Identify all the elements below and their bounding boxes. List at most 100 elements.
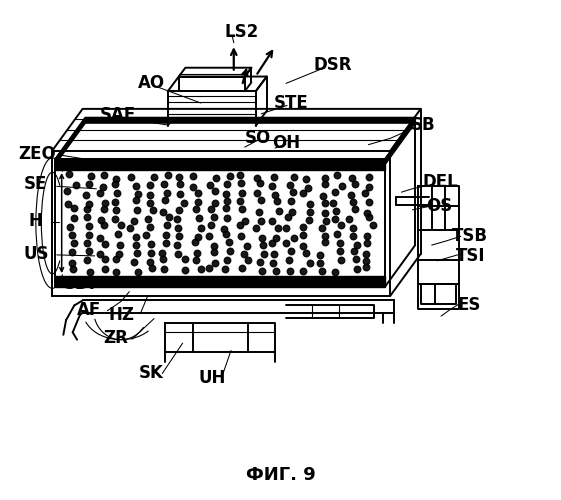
Point <box>209 213 218 221</box>
Point <box>65 223 74 231</box>
Point <box>194 189 203 197</box>
Point <box>242 242 251 250</box>
Point <box>160 180 169 188</box>
Text: UH: UH <box>198 370 226 388</box>
Point <box>101 265 110 273</box>
Point <box>180 266 189 274</box>
Text: ZR: ZR <box>103 329 128 347</box>
Text: US: US <box>23 245 49 263</box>
Point <box>160 266 169 274</box>
Point <box>298 189 307 197</box>
Point <box>192 249 201 257</box>
Point <box>71 182 80 190</box>
Point <box>317 224 326 232</box>
Point <box>257 266 266 274</box>
Point <box>350 180 359 188</box>
Point <box>131 240 140 248</box>
Point <box>240 250 249 258</box>
Point <box>70 214 79 222</box>
Point <box>63 200 72 208</box>
Point <box>145 258 154 266</box>
Point <box>129 258 138 266</box>
Point <box>174 206 183 214</box>
Point <box>363 239 372 247</box>
Point <box>209 242 218 250</box>
Point <box>132 206 141 214</box>
Point <box>346 191 355 199</box>
Point <box>236 232 245 240</box>
Point <box>316 259 325 267</box>
Point <box>67 259 76 267</box>
Point <box>321 209 330 217</box>
Point <box>70 240 79 248</box>
Point <box>257 234 266 242</box>
Point <box>335 248 344 256</box>
Point <box>259 242 268 250</box>
Polygon shape <box>55 118 415 164</box>
Point <box>96 250 105 258</box>
Point <box>286 247 295 255</box>
Point <box>82 238 91 246</box>
Point <box>333 230 342 238</box>
Polygon shape <box>55 160 385 170</box>
Point <box>194 198 203 206</box>
Point <box>226 172 234 180</box>
Point <box>282 224 291 232</box>
Point <box>98 183 107 191</box>
Point <box>320 180 329 188</box>
Text: SAF: SAF <box>100 106 136 124</box>
Point <box>117 221 126 229</box>
Point <box>114 230 123 237</box>
Point <box>352 255 361 263</box>
Point <box>268 240 277 248</box>
Point <box>174 232 183 240</box>
Point <box>306 208 315 216</box>
Point <box>237 264 246 272</box>
Point <box>306 260 315 268</box>
Point <box>270 172 279 180</box>
Point <box>347 174 356 182</box>
Point <box>256 196 265 203</box>
Point <box>196 224 205 232</box>
Point <box>191 256 200 264</box>
Point <box>100 205 109 213</box>
Point <box>253 189 262 197</box>
Point <box>112 254 121 262</box>
Point <box>303 184 312 192</box>
Point <box>298 231 307 239</box>
Point <box>256 180 265 188</box>
Point <box>243 256 252 264</box>
Point <box>176 190 185 198</box>
Point <box>195 214 204 222</box>
Point <box>63 187 72 195</box>
Point <box>95 188 104 196</box>
Point <box>85 222 94 230</box>
Point <box>267 182 276 190</box>
Point <box>111 198 120 206</box>
Point <box>284 256 293 264</box>
Point <box>272 268 280 276</box>
Point <box>319 192 328 200</box>
Point <box>269 258 278 266</box>
Point <box>85 268 94 276</box>
Point <box>252 174 261 182</box>
Point <box>192 206 201 214</box>
Point <box>223 180 232 188</box>
Point <box>332 172 341 179</box>
Point <box>320 238 329 246</box>
Point <box>100 240 109 248</box>
Point <box>110 216 119 224</box>
Point <box>361 250 370 258</box>
Point <box>352 240 361 248</box>
Point <box>298 223 307 231</box>
Text: SDF: SDF <box>64 276 101 293</box>
Point <box>362 232 371 240</box>
Point <box>211 188 220 196</box>
Point <box>236 197 245 205</box>
Point <box>131 196 140 204</box>
Point <box>84 230 93 238</box>
Text: OS: OS <box>426 197 452 215</box>
Text: DEL: DEL <box>422 174 458 192</box>
Text: STE: STE <box>274 94 309 112</box>
Point <box>254 208 263 216</box>
